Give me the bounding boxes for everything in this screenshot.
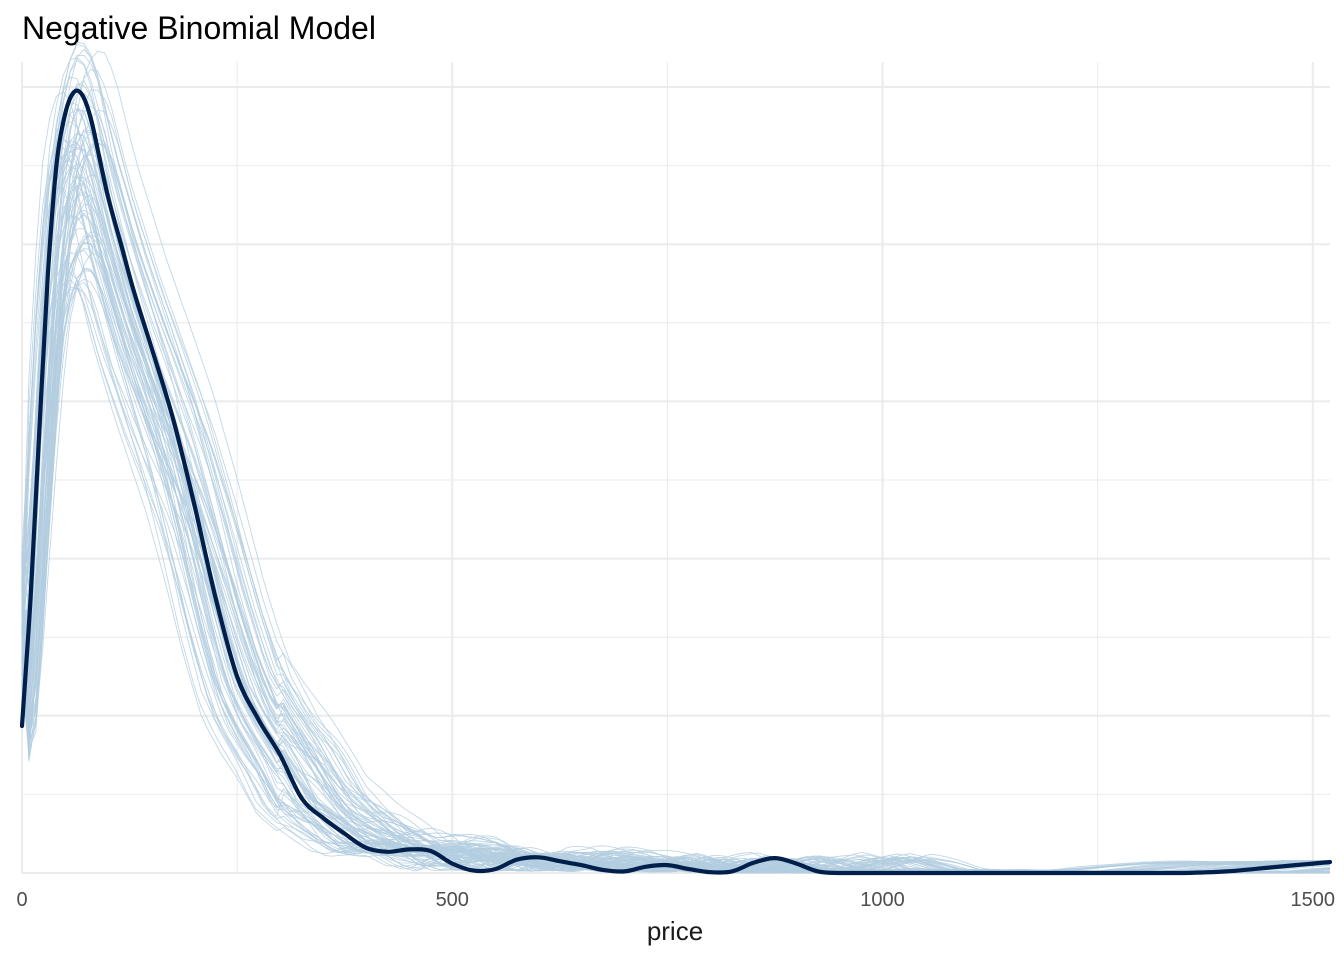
replicate-density-line (21, 155, 1330, 874)
replicate-density-line (21, 186, 1331, 874)
replicate-density-line (21, 160, 1330, 874)
replicate-density-line (21, 148, 1331, 874)
replicate-density-line (21, 252, 1330, 874)
replicate-density-line (21, 209, 1331, 874)
replicate-density-line (21, 166, 1330, 874)
replicate-density-line (21, 175, 1331, 874)
replicate-density-line (21, 153, 1330, 874)
replicate-density-line (21, 54, 1331, 874)
replicate-density-line (21, 108, 1331, 874)
replicate-density-line (21, 50, 1331, 874)
replicate-density-line (21, 193, 1331, 874)
replicate-density-line (21, 114, 1331, 874)
observed-density-line (19, 88, 1333, 876)
replicate-density-line (21, 107, 1331, 874)
replicate-density-line (21, 109, 1331, 874)
replicate-density-line (21, 177, 1330, 874)
replicate-density-line (21, 286, 1330, 874)
replicate-density-line (21, 150, 1331, 874)
replicate-density-line (21, 80, 1331, 874)
replicate-density-line (21, 234, 1331, 874)
replicate-density-line (21, 86, 1330, 874)
replicate-density-line (21, 109, 1331, 874)
x-tick-label: 0 (16, 889, 27, 911)
replicate-density-line (21, 83, 1331, 874)
replicate-density-line (21, 146, 1330, 874)
x-tick-label: 1500 (1291, 889, 1336, 911)
grid-lines (21, 62, 1330, 874)
replicate-density-line (21, 146, 1331, 874)
x-axis-title: price (647, 916, 703, 946)
replicate-density-line (21, 235, 1330, 874)
x-tick-label: 500 (436, 889, 469, 911)
replicate-density-line (21, 268, 1331, 874)
replicate-density-line (21, 267, 1330, 874)
replicate-density-line (21, 173, 1331, 874)
replicate-density-lines (21, 41, 1331, 874)
replicate-density-line (21, 261, 1330, 874)
chart-title: Negative Binomial Model (22, 10, 376, 46)
replicate-density-line (21, 231, 1331, 874)
x-tick-label: 1000 (860, 889, 905, 911)
replicate-density-line (21, 163, 1331, 874)
x-tick-labels: 0 500 1000 1500 (16, 889, 1335, 911)
replicate-density-line (21, 154, 1331, 874)
replicate-density-line (21, 76, 1330, 874)
